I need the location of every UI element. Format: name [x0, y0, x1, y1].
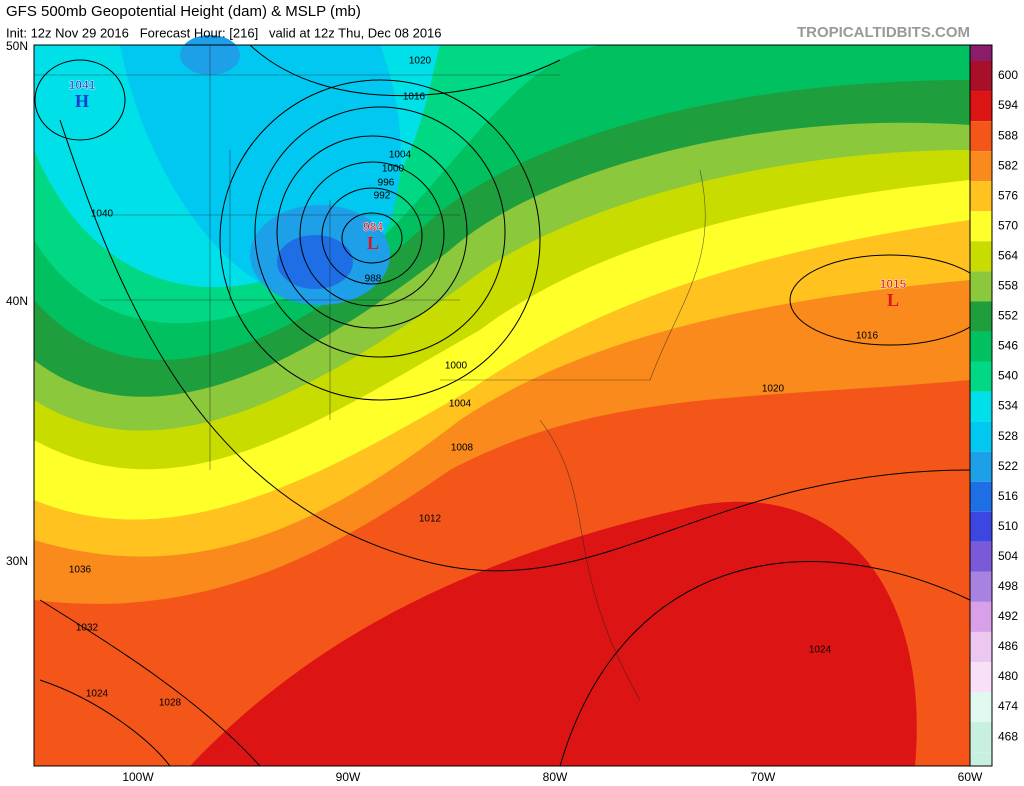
colorbar-swatch: [970, 361, 992, 392]
contour-label: 1020: [409, 56, 432, 67]
colorbar-label: 504: [998, 549, 1018, 563]
map: [34, 35, 991, 767]
colorbar-label: 516: [998, 489, 1018, 503]
colorbar-label: 492: [998, 609, 1018, 623]
colorbar-swatch: [970, 331, 992, 362]
colorbar-label: 570: [998, 218, 1018, 232]
center-value: 1041: [69, 78, 96, 92]
colorbar-swatch: [970, 662, 992, 693]
contour-label: 1012: [419, 514, 442, 525]
site: TROPICALTIDBITS.COM: [797, 24, 970, 41]
colorbar-label: 552: [998, 309, 1018, 323]
lon-label: 100W: [122, 770, 154, 784]
colorbar-swatch: [970, 61, 992, 92]
colorbar-swatch: [970, 211, 992, 242]
colorbar-label: 600: [998, 68, 1018, 82]
colorbar-label: 540: [998, 369, 1018, 383]
colorbar-swatch: [970, 241, 992, 272]
lat-label: 30N: [6, 554, 28, 568]
colorbar-swatch: [970, 601, 992, 632]
center-value: 984: [363, 220, 383, 234]
contour-label: 1000: [382, 164, 405, 175]
colorbar-swatch: [970, 541, 992, 572]
colorbar-label: 534: [998, 399, 1018, 413]
contour-label: 1024: [809, 645, 832, 656]
colorbar-swatch: [970, 91, 992, 122]
colorbar-label: 474: [998, 699, 1018, 713]
center-letter: H: [75, 91, 89, 111]
colorbar-frame: [969, 44, 993, 767]
center-value: 1015: [880, 277, 907, 291]
contour-label: 1008: [451, 443, 474, 454]
colorbar-label: 528: [998, 429, 1018, 443]
colorbar-swatch: [970, 451, 992, 482]
colorbar-swatch: [970, 181, 992, 212]
lon-label: 90W: [336, 770, 361, 784]
colorbar-swatch: [970, 121, 992, 152]
lat-label: 50N: [6, 39, 28, 53]
colorbar-swatch: [970, 631, 992, 662]
colorbar-label: 480: [998, 669, 1018, 683]
center-letter: L: [367, 233, 379, 253]
colorbar-label: 594: [998, 98, 1018, 112]
colorbar-swatch: [970, 151, 992, 182]
lon-label: 80W: [543, 770, 568, 784]
colorbar-swatch: [970, 391, 992, 422]
contour-label: 988: [365, 274, 382, 285]
contour-label: 1004: [449, 399, 472, 410]
contour-label: 1020: [762, 384, 785, 395]
colorbar-label: 468: [998, 729, 1018, 743]
colorbar-swatch: [970, 722, 992, 753]
band-594: [200, 700, 300, 766]
contour-label: 1016: [403, 92, 426, 103]
band-594: [190, 501, 917, 766]
colorbar-label: 522: [998, 459, 1018, 473]
colorbar-swatch: [970, 692, 992, 723]
contour-label: 1016: [856, 331, 879, 342]
colorbar-label: 582: [998, 158, 1018, 172]
colorbar-swatch: [970, 571, 992, 602]
colorbar-label: 510: [998, 519, 1018, 533]
borders: [34, 45, 706, 701]
band-516: [277, 235, 353, 289]
contour-label: 1032: [76, 623, 99, 634]
colorbar-label: 564: [998, 248, 1018, 262]
colorbar-label: 486: [998, 639, 1018, 653]
lon-label: 60W: [958, 770, 983, 784]
contour-label: 992: [374, 191, 391, 202]
colorbar-top: [970, 45, 992, 61]
colorbar-label: 576: [998, 188, 1018, 202]
contour-label: 1036: [69, 565, 92, 576]
contour-label: 1004: [389, 150, 412, 161]
contour-label: 996: [378, 178, 395, 189]
contour-label: 1028: [159, 698, 182, 709]
colorbar-swatch: [970, 421, 992, 452]
colorbar-label: 498: [998, 579, 1018, 593]
colorbar-swatch: [970, 511, 992, 542]
subtitle: Init: 12z Nov 29 2016 Forecast Hour: [21…: [6, 25, 442, 40]
lon-label: 70W: [751, 770, 776, 784]
lat-label: 40N: [6, 294, 28, 308]
title: GFS 500mb Geopotential Height (dam) & MS…: [6, 3, 361, 20]
contour-label: 1000: [445, 361, 468, 372]
isobars: [34, 44, 991, 767]
colorbar-swatch: [970, 481, 992, 512]
contour-label: 1024: [86, 689, 109, 700]
colorbar-label: 546: [998, 339, 1018, 353]
colorbar-label: 588: [998, 128, 1018, 142]
colorbar-swatch: [970, 301, 992, 332]
colorbar-label: 558: [998, 279, 1018, 293]
colorbar-swatch: [970, 271, 992, 302]
contour-label: 1040: [91, 209, 114, 220]
center-letter: L: [887, 290, 899, 310]
colorbar-bottom: [970, 752, 992, 766]
